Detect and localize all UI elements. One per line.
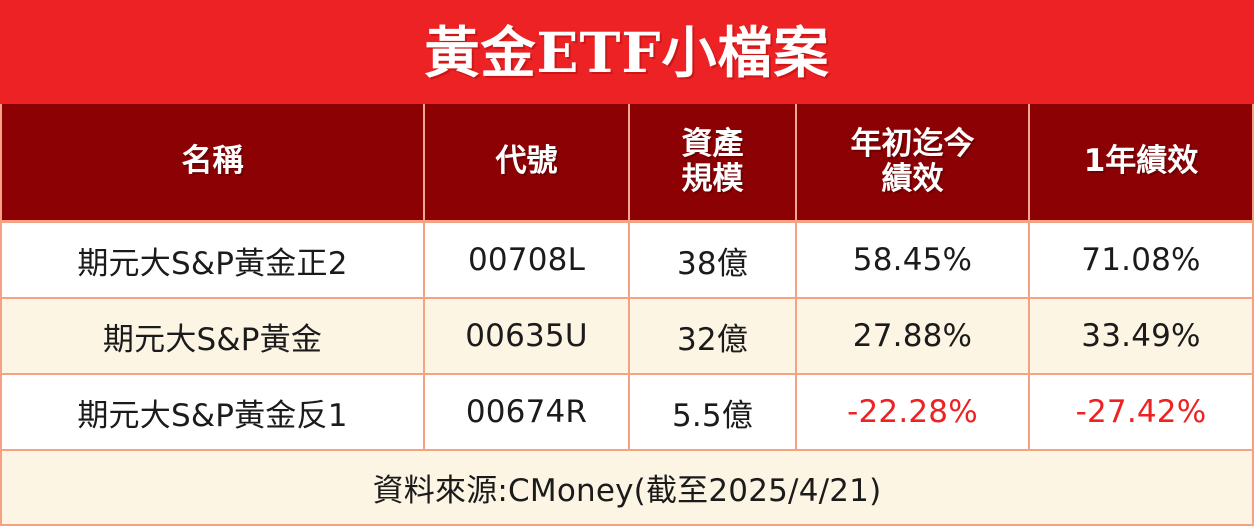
- cell-name: 期元大S&P黃金: [2, 299, 425, 373]
- cell-aum: 32億: [630, 299, 797, 373]
- column-header-one-year-line1: 1年績效: [1083, 143, 1199, 180]
- page-title: 黃金ETF小檔案: [424, 19, 830, 85]
- cell-code: 00708L: [425, 223, 630, 297]
- column-header-name: 名稱: [2, 104, 425, 220]
- column-header-ytd-line1: 年初迄今: [850, 125, 975, 162]
- cell-name: 期元大S&P黃金反1: [2, 375, 425, 449]
- column-header-code: 代號: [425, 104, 630, 220]
- cell-aum: 38億: [630, 223, 797, 297]
- column-header-ytd-line2: 績效: [881, 161, 944, 197]
- cell-ytd: 27.88%: [797, 299, 1030, 373]
- etf-table: 名稱 代號 資產 規模 年初迄今 績效: [0, 104, 1254, 526]
- cell-code: 00635U: [425, 299, 630, 373]
- table-row: 期元大S&P黃金反1 00674R 5.5億 -22.28% -27.42%: [2, 375, 1252, 451]
- table-header-row: 名稱 代號 資產 規模 年初迄今 績效: [2, 104, 1252, 223]
- cell-one-year: 33.49%: [1081, 318, 1201, 354]
- column-header-aum: 資產 規模: [630, 104, 797, 220]
- column-header-one-year: 1年績效: [1030, 104, 1252, 220]
- cell-one-year: -27.42%: [1075, 394, 1207, 430]
- column-header-code-line1: 代號: [495, 143, 558, 180]
- column-header-name-line1: 名稱: [181, 143, 244, 180]
- cell-one-year: 71.08%: [1081, 242, 1201, 278]
- table-row: 期元大S&P黃金正2 00708L 38億 58.45% 71.08%: [2, 223, 1252, 299]
- source-footnote: 資料來源:CMoney(截至2025/4/21): [372, 473, 882, 509]
- table-footnote-row: 資料來源:CMoney(截至2025/4/21): [2, 451, 1252, 524]
- table-row: 期元大S&P黃金 00635U 32億 27.88% 33.49%: [2, 299, 1252, 375]
- cell-code: 00674R: [425, 375, 630, 449]
- title-banner: 黃金ETF小檔案: [0, 0, 1254, 104]
- cell-name: 期元大S&P黃金正2: [2, 223, 425, 297]
- column-header-ytd: 年初迄今 績效: [797, 104, 1030, 220]
- cell-ytd: -22.28%: [797, 375, 1030, 449]
- column-header-aum-line2: 規模: [681, 161, 744, 197]
- cell-aum: 5.5億: [630, 375, 797, 449]
- cell-ytd: 58.45%: [797, 223, 1030, 297]
- column-header-aum-line1: 資產: [681, 125, 744, 162]
